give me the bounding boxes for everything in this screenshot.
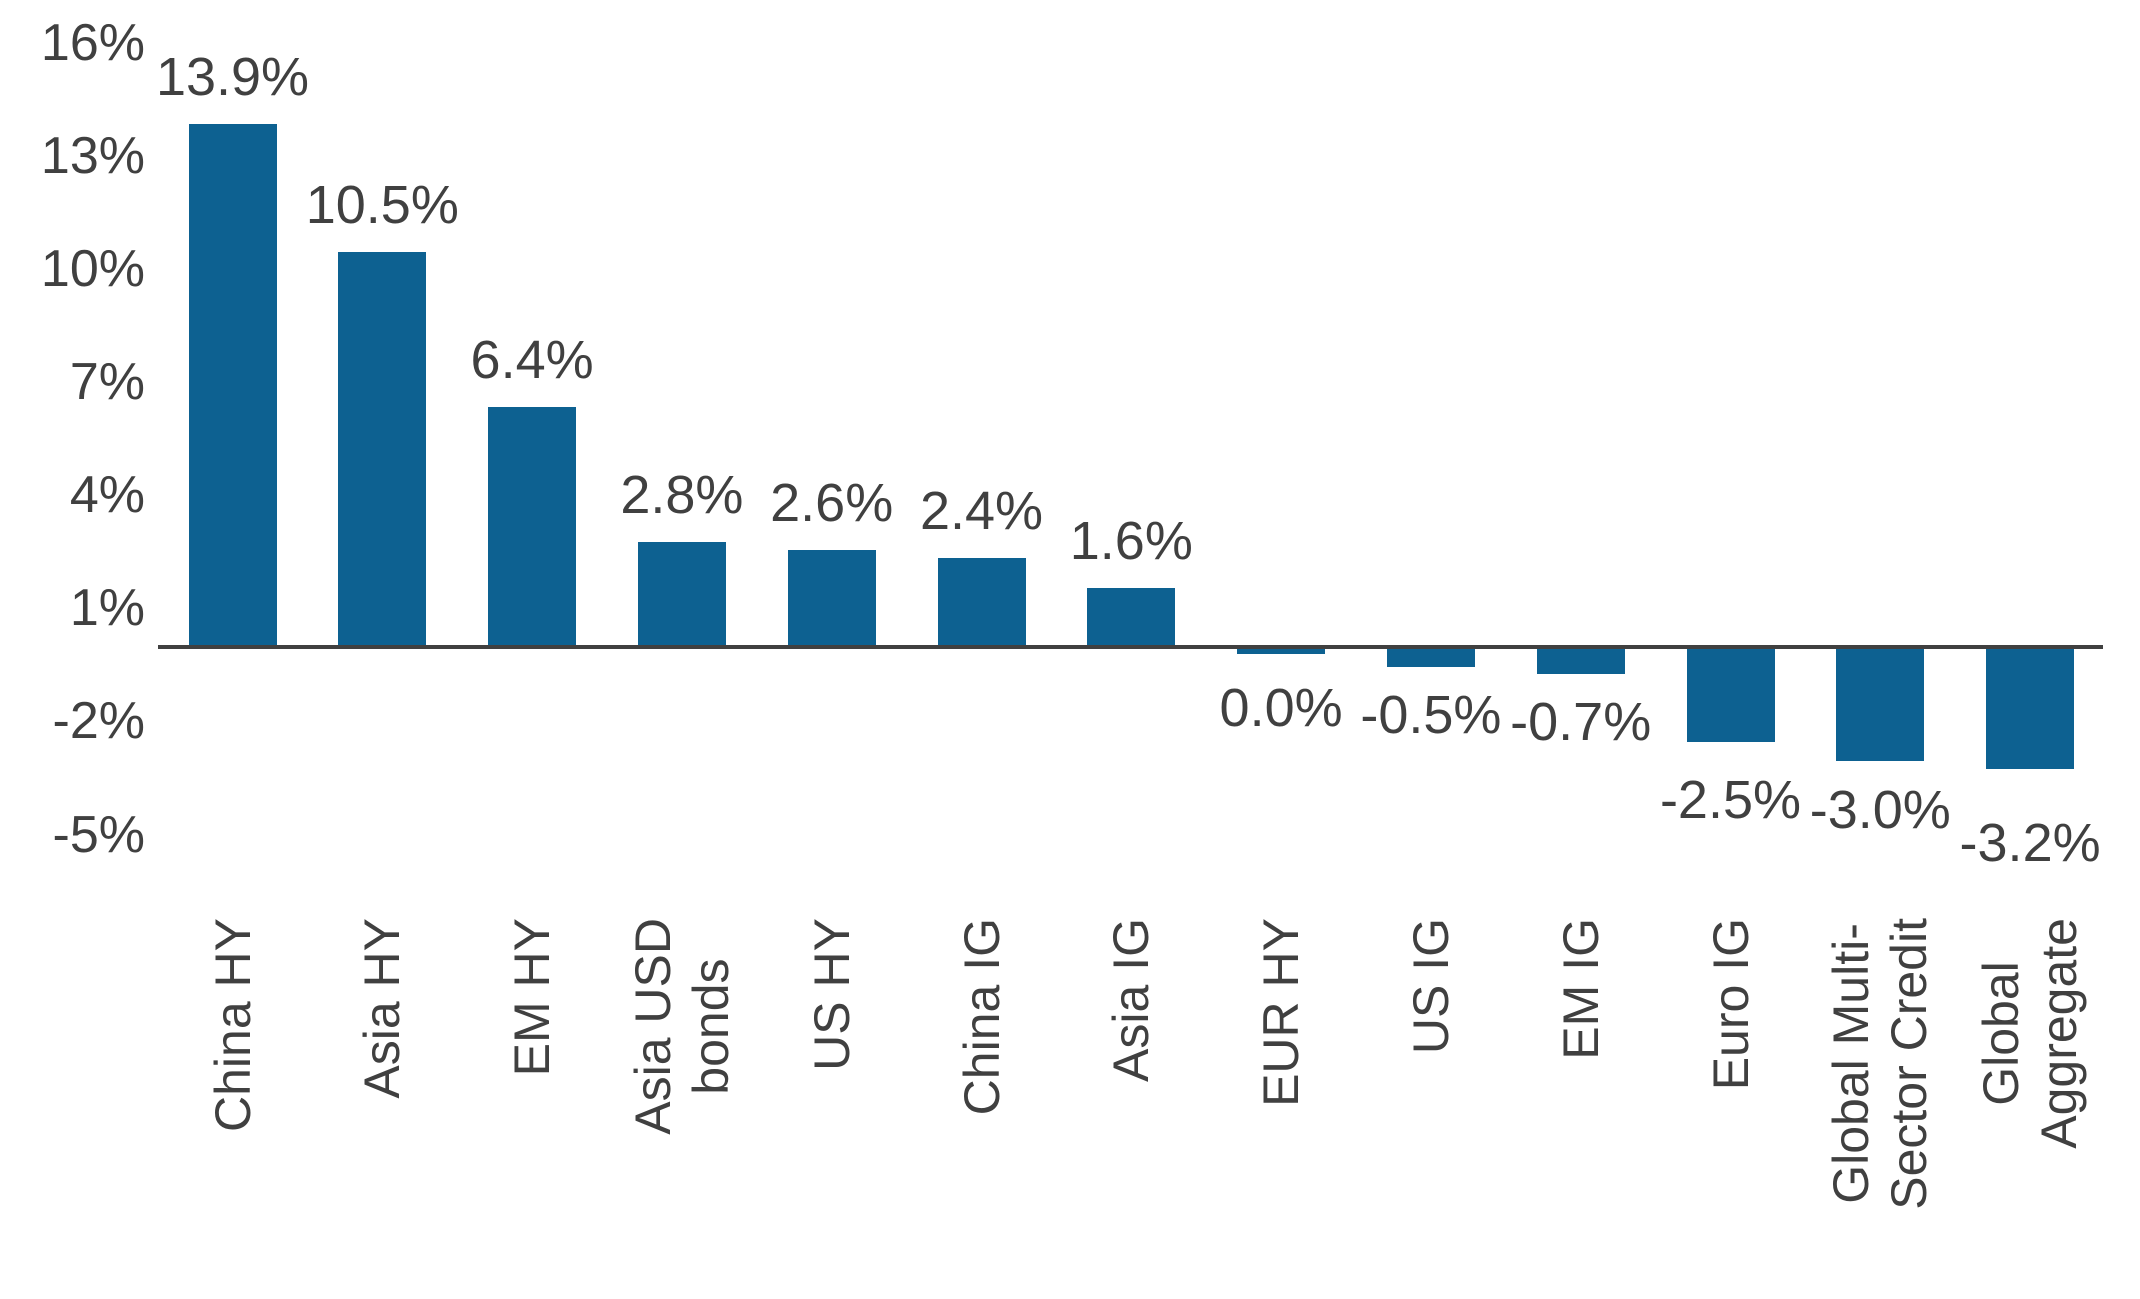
x-axis-baseline bbox=[158, 645, 2103, 649]
category-label-line: China IG bbox=[953, 918, 1010, 1116]
bar-asia-hy bbox=[338, 252, 427, 646]
category-label-line: Global bbox=[1973, 961, 2030, 1106]
category-label-us-ig: US IG bbox=[1402, 918, 1460, 1054]
category-label-line: Asia USD bbox=[624, 918, 681, 1135]
category-label-us-hy: US HY bbox=[803, 918, 861, 1071]
value-label-global-multi-sector-credit: -3.0% bbox=[1809, 780, 1951, 840]
bar-global-multi-sector-credit bbox=[1836, 649, 1925, 761]
value-label-em-ig: -0.7% bbox=[1510, 692, 1652, 752]
y-tick-13pct: 13% bbox=[40, 126, 145, 185]
value-label-asia-ig: 1.6% bbox=[1069, 511, 1193, 571]
category-label-global-multi-sector-credit: Global Multi- Sector Credit bbox=[1822, 918, 1938, 1210]
category-label-line: China HY bbox=[204, 918, 261, 1132]
bar-us-hy bbox=[787, 550, 876, 646]
value-label-asia-hy: 10.5% bbox=[305, 175, 459, 235]
bar-china-ig bbox=[937, 558, 1026, 646]
y-tick-1pct: 1% bbox=[69, 579, 145, 638]
category-label-asia-usd-bonds: Asia USD bonds bbox=[624, 918, 740, 1135]
category-label-line: Sector Credit bbox=[1881, 918, 1938, 1210]
y-tick-neg2pct: -2% bbox=[52, 692, 145, 751]
category-label-asia-ig: Asia IG bbox=[1102, 918, 1160, 1082]
value-label-china-ig: 2.4% bbox=[919, 481, 1044, 541]
value-label-us-hy: 2.6% bbox=[770, 473, 894, 533]
category-label-line: EUR HY bbox=[1253, 918, 1310, 1107]
category-label-line: US IG bbox=[1402, 918, 1459, 1055]
bar-us-ig bbox=[1386, 649, 1475, 667]
category-label-line: Euro IG bbox=[1702, 918, 1759, 1091]
y-tick-7pct: 7% bbox=[69, 353, 145, 412]
bar-em-ig bbox=[1536, 649, 1625, 674]
category-label-china-hy: China HY bbox=[204, 918, 262, 1132]
value-label-china-hy: 13.9% bbox=[155, 47, 310, 107]
category-label-global-aggregate: Global Aggregate bbox=[1972, 918, 2088, 1149]
value-label-eur-hy: 0.0% bbox=[1219, 678, 1343, 738]
value-label-us-ig: -0.5% bbox=[1360, 685, 1502, 745]
bar-em-hy bbox=[488, 407, 577, 646]
category-label-line: Asia HY bbox=[354, 918, 411, 1099]
value-label-global-aggregate: -3.2% bbox=[1959, 813, 2101, 873]
y-tick-neg5pct: -5% bbox=[52, 805, 145, 864]
bar-china-hy bbox=[188, 124, 277, 646]
category-label-line: Global Multi- bbox=[1823, 923, 1880, 1205]
category-label-asia-hy: Asia HY bbox=[353, 918, 411, 1099]
category-label-line: EM HY bbox=[504, 918, 561, 1077]
category-label-euro-ig: Euro IG bbox=[1702, 918, 1760, 1090]
bar-euro-ig bbox=[1686, 649, 1775, 742]
category-label-eur-hy: EUR HY bbox=[1252, 918, 1310, 1107]
bar-asia-usd-bonds bbox=[637, 542, 726, 646]
bar-global-aggregate bbox=[1986, 649, 2075, 769]
value-label-euro-ig: -2.5% bbox=[1659, 770, 1802, 830]
y-tick-4pct: 4% bbox=[69, 466, 145, 525]
value-label-em-hy: 6.4% bbox=[470, 330, 594, 390]
category-label-line: Aggregate bbox=[2031, 918, 2088, 1149]
bar-asia-ig bbox=[1087, 588, 1176, 646]
category-label-china-ig: China IG bbox=[953, 918, 1011, 1115]
category-label-line: bonds bbox=[682, 958, 739, 1095]
category-label-line: Asia IG bbox=[1103, 918, 1160, 1082]
category-label-line: EM IG bbox=[1552, 918, 1609, 1060]
category-label-em-ig: EM IG bbox=[1552, 918, 1610, 1060]
bar-eur-hy bbox=[1237, 649, 1326, 654]
value-label-asia-usd-bonds: 2.8% bbox=[620, 465, 744, 525]
y-tick-16pct: 16% bbox=[40, 13, 145, 72]
category-label-line: US HY bbox=[803, 918, 860, 1071]
category-label-em-hy: EM HY bbox=[503, 918, 561, 1076]
y-tick-10pct: 10% bbox=[40, 240, 145, 298]
